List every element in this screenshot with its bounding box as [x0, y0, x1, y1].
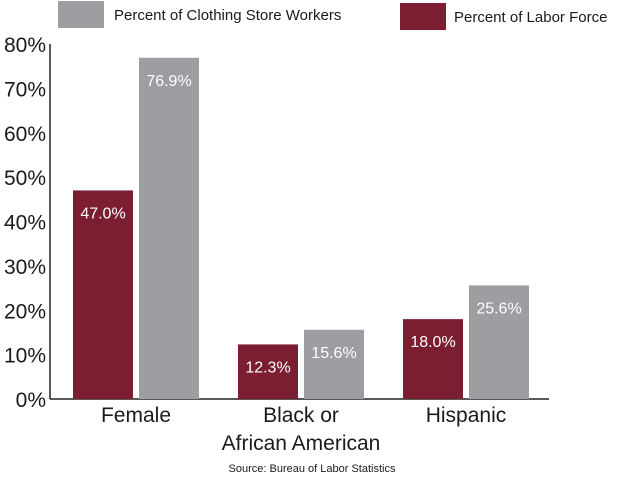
- y-tick-label-20: 20%: [4, 300, 46, 323]
- bar-percent-of-labor-force-black-or-african-american: [238, 344, 298, 399]
- bar-percent-of-labor-force-female: [73, 190, 133, 399]
- y-tick-labels: 0% 10% 20% 30% 40% 50% 60% 70% 80%: [4, 34, 46, 412]
- y-tick-label-40: 40%: [4, 212, 46, 235]
- y-tick-label-10: 10%: [4, 345, 46, 368]
- category-label-black-or-african-american-line-2: African American: [222, 432, 381, 455]
- legend: Percent of Clothing Store Workers Percen…: [58, 1, 607, 30]
- legend-swatch-labor-force: [400, 3, 446, 30]
- data-label-percent-of-clothing-store-workers-female: 76.9%: [146, 73, 191, 90]
- source-note: Source: Bureau of Labor Statistics: [229, 463, 396, 475]
- bar-percent-of-clothing-store-workers-hispanic: [469, 285, 529, 399]
- data-label-percent-of-clothing-store-workers-black-or-african-american: 15.6%: [311, 345, 356, 362]
- y-tick-label-60: 60%: [4, 123, 46, 146]
- data-label-percent-of-labor-force-black-or-african-american: 12.3%: [245, 359, 290, 376]
- y-tick-label-80: 80%: [4, 34, 46, 57]
- y-tick-label-50: 50%: [4, 167, 46, 190]
- data-label-percent-of-labor-force-female: 47.0%: [80, 205, 125, 222]
- legend-swatch-clothing-store-workers: [58, 1, 104, 28]
- data-label-percent-of-clothing-store-workers-hispanic: 25.6%: [476, 300, 521, 317]
- axes: [49, 44, 549, 400]
- y-tick-label-30: 30%: [4, 256, 46, 279]
- bar-percent-of-clothing-store-workers-black-or-african-american: [304, 329, 364, 399]
- category-label-black-or-african-american-line-1: Black or: [263, 404, 339, 427]
- y-tick-label-70: 70%: [4, 78, 46, 101]
- category-label-hispanic: Hispanic: [426, 404, 507, 427]
- bars: [73, 57, 529, 399]
- category-labels: Female Black or African American Hispanic: [101, 404, 506, 455]
- bar-percent-of-labor-force-hispanic: [403, 319, 463, 399]
- y-tick-label-0: 0%: [16, 389, 46, 412]
- category-label-female: Female: [101, 404, 171, 427]
- data-label-percent-of-labor-force-hispanic: 18.0%: [410, 334, 455, 351]
- data-labels: 47.0% 76.9% 12.3% 15.6% 18.0% 25.6%: [80, 73, 521, 377]
- bar-percent-of-clothing-store-workers-female: [139, 57, 199, 399]
- legend-label-clothing-store-workers: Percent of Clothing Store Workers: [114, 7, 341, 24]
- legend-label-labor-force: Percent of Labor Force: [454, 9, 607, 26]
